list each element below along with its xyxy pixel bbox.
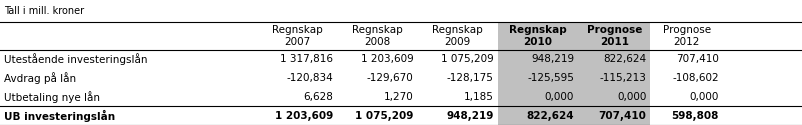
Text: 1,185: 1,185 — [464, 92, 493, 102]
Text: -128,175: -128,175 — [447, 73, 493, 83]
Text: -120,834: -120,834 — [286, 73, 333, 83]
Text: 948,219: 948,219 — [530, 54, 573, 64]
Text: 0,000: 0,000 — [544, 92, 573, 102]
Text: Utestående investeringslån: Utestående investeringslån — [4, 53, 148, 65]
Text: 707,410: 707,410 — [675, 54, 718, 64]
Text: 598,808: 598,808 — [670, 111, 718, 121]
Text: Prognose
2012: Prognose 2012 — [662, 26, 710, 47]
Text: -129,670: -129,670 — [367, 73, 413, 83]
Bar — [577, 69, 650, 87]
Text: 0,000: 0,000 — [616, 92, 646, 102]
Bar — [577, 106, 650, 125]
Text: Regnskap
2010: Regnskap 2010 — [508, 26, 566, 47]
Text: Regnskap
2009: Regnskap 2009 — [431, 26, 483, 47]
Text: Prognose
2011: Prognose 2011 — [586, 26, 641, 47]
Text: Tall i mill. kroner: Tall i mill. kroner — [4, 6, 84, 16]
Text: Regnskap
2007: Regnskap 2007 — [271, 26, 322, 47]
Text: Utbetaling nye lån: Utbetaling nye lån — [4, 91, 100, 103]
Text: UB investeringslån: UB investeringslån — [4, 110, 115, 122]
Text: 948,219: 948,219 — [446, 111, 493, 121]
Bar — [497, 106, 577, 125]
Text: 1 075,209: 1 075,209 — [440, 54, 493, 64]
Text: 707,410: 707,410 — [597, 111, 646, 121]
Text: -115,213: -115,213 — [599, 73, 646, 83]
Bar — [577, 22, 650, 50]
Text: 822,624: 822,624 — [526, 111, 573, 121]
Bar — [577, 50, 650, 69]
Text: 822,624: 822,624 — [602, 54, 646, 64]
Text: 1 203,609: 1 203,609 — [274, 111, 333, 121]
Text: -125,595: -125,595 — [527, 73, 573, 83]
Text: Regnskap
2008: Regnskap 2008 — [351, 26, 403, 47]
Text: 1 203,609: 1 203,609 — [360, 54, 413, 64]
Bar — [497, 50, 577, 69]
Text: 6,628: 6,628 — [303, 92, 333, 102]
Bar — [497, 69, 577, 87]
Bar — [577, 88, 650, 106]
Text: -108,602: -108,602 — [671, 73, 718, 83]
Text: 1 075,209: 1 075,209 — [354, 111, 413, 121]
Bar — [497, 22, 577, 50]
Text: 1 317,816: 1 317,816 — [280, 54, 333, 64]
Text: Avdrag på lån: Avdrag på lån — [4, 72, 76, 84]
Bar — [497, 88, 577, 106]
Text: 1,270: 1,270 — [383, 92, 413, 102]
Text: 0,000: 0,000 — [688, 92, 718, 102]
